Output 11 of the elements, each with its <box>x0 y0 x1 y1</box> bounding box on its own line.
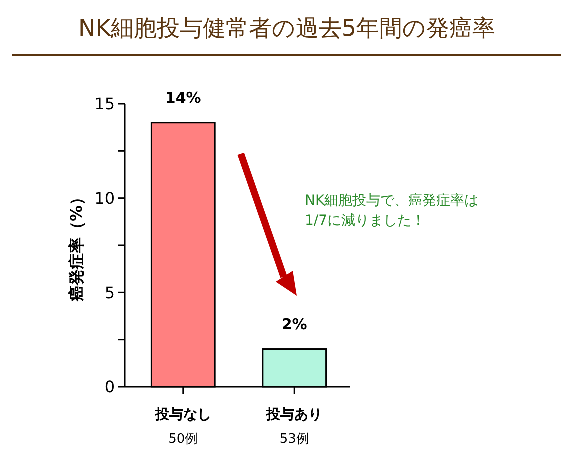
y-axis-title: 癌発症率（%） <box>67 189 86 303</box>
y-tick-label: 5 <box>104 283 115 302</box>
y-tick-label: 10 <box>94 188 115 208</box>
x-tick-label: 投与あり 53例 <box>266 407 323 447</box>
chart-title: NK細胞投与健常者の過去5年間の発癌率 <box>78 16 496 42</box>
data-label: 2% <box>282 315 308 334</box>
data-label: 14% <box>165 88 202 107</box>
annotation: NK細胞投与で、癌発症率は 1/7に減りました！ <box>305 193 479 229</box>
x-tick-label: 投与なし 50例 <box>154 407 212 447</box>
y-tick-label: 15 <box>94 94 115 114</box>
y-tick-label: 0 <box>104 378 115 397</box>
